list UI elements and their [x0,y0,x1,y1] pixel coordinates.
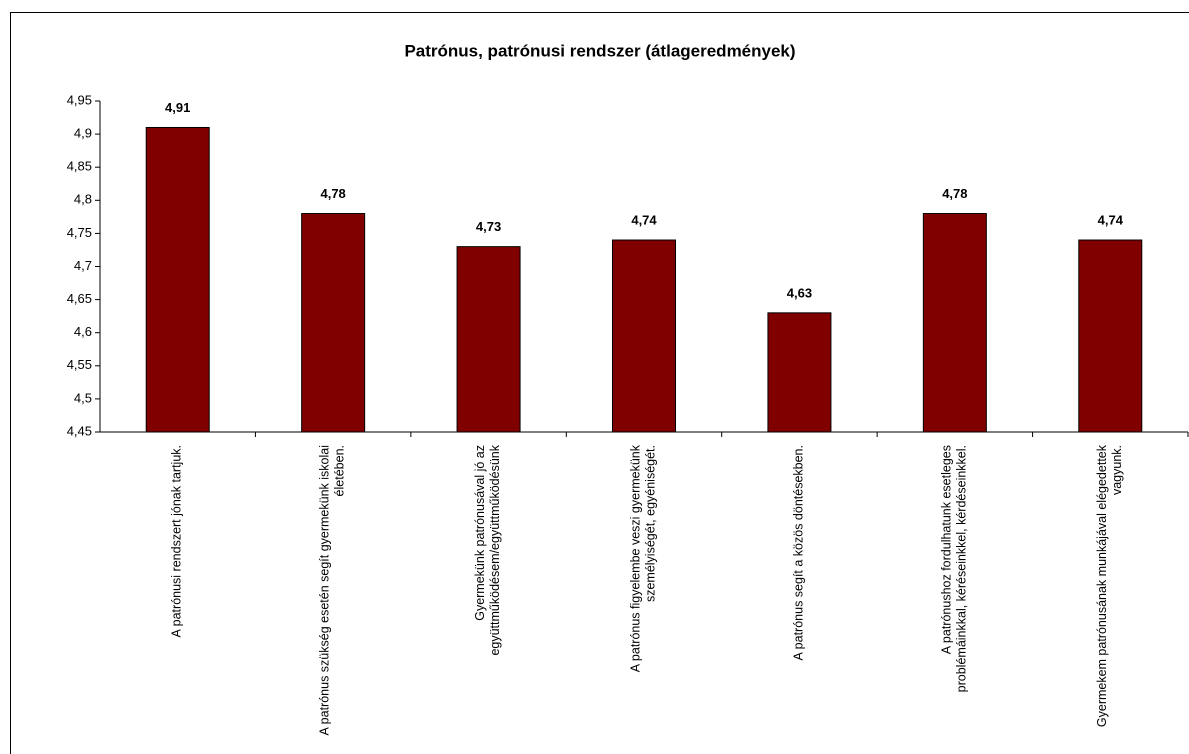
bar [922,213,987,433]
data-label: 4,74 [631,212,657,227]
y-tick-label: 4,85 [67,159,92,174]
x-tick-label-group: Gyermekünk patrónusával jó azegyüttműköd… [473,444,502,655]
y-tick-label: 4,9 [74,126,92,141]
x-tick-label: Gyermekünk patrónusával jó azegyüttműköd… [473,444,502,655]
x-tick-label: A patrónus figyelembe veszi gyermekünksz… [629,444,658,672]
bar [612,239,676,433]
x-tick-label: A patrónus segít a közös döntésekben. [792,445,806,660]
x-tick-label: A patrónushoz fordulhatunk esetlegesprob… [940,445,969,692]
bar [456,246,521,433]
x-tick-label-group: Gyermekem patrónusának munkájával eléged… [1095,444,1124,727]
data-label: 4,78 [320,186,345,201]
data-label: 4,91 [165,100,190,115]
x-tick-label: A patrónusi rendszert jónak tartjuk. [170,445,184,637]
x-tick-label: Gyermekem patrónusának munkájával eléged… [1095,444,1124,727]
bar [301,213,366,433]
y-tick-label: 4,5 [74,390,92,405]
y-tick-label: 4,45 [67,423,92,438]
y-tick-label: 4,55 [67,357,92,372]
y-tick-label: 4,7 [74,258,92,273]
x-tick-label-group: A patrónus figyelembe veszi gyermekünksz… [629,444,658,672]
x-tick-label: A patrónus szükség esetén segít gyermekü… [318,445,347,735]
y-tick-label: 4,8 [74,192,92,207]
y-tick-label: 4,6 [74,324,92,339]
y-tick-label: 4,75 [67,225,92,240]
data-label: 4,63 [787,285,812,300]
x-tick-label-group: A patrónushoz fordulhatunk esetlegesprob… [940,445,969,692]
y-tick-label: 4,95 [67,92,92,107]
bar [145,126,210,433]
y-tick-label: 4,65 [67,291,92,306]
x-tick-label-group: A patrónusi rendszert jónak tartjuk. [170,445,184,637]
bar [1078,239,1143,433]
x-tick-label-group: A patrónus szükség esetén segít gyermekü… [318,445,347,735]
data-label: 4,73 [476,219,501,234]
chart-title: Patrónus, patrónusi rendszer (átlageredm… [404,41,795,60]
data-label: 4,74 [1098,212,1124,227]
bar [767,312,832,433]
data-label: 4,78 [942,186,967,201]
x-tick-label-group: A patrónus segít a közös döntésekben. [792,445,806,660]
